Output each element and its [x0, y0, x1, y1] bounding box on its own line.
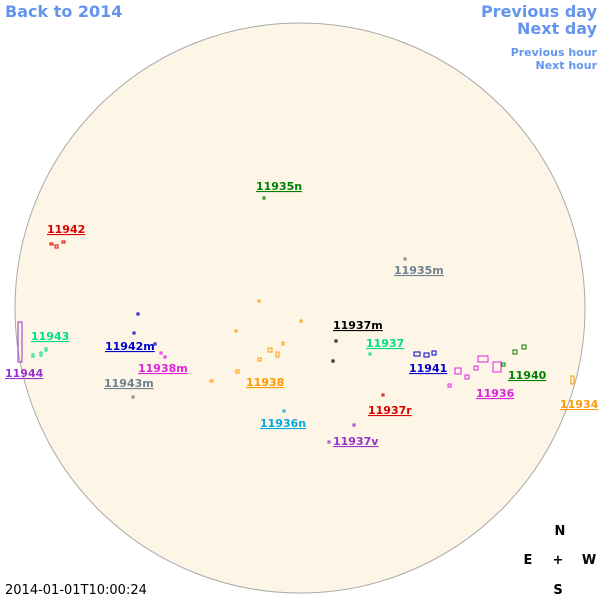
region-feature [275, 351, 280, 358]
region-feature [299, 319, 303, 323]
region-feature [163, 355, 167, 359]
region-feature [431, 350, 437, 356]
region-label[interactable]: 11943m [104, 377, 154, 390]
region-feature [235, 369, 240, 374]
region-feature [54, 244, 59, 249]
region-feature [39, 351, 43, 357]
region-feature [267, 347, 273, 353]
compass-center: + [553, 553, 564, 568]
region-feature [521, 344, 527, 350]
region-feature [447, 383, 452, 388]
region-label[interactable]: 11936n [260, 417, 306, 430]
region-feature [368, 352, 372, 356]
region-label[interactable]: 11942m [105, 340, 155, 353]
region-label[interactable]: 11938m [138, 362, 188, 375]
next-day-link[interactable]: Next day [517, 19, 598, 38]
region-feature [413, 351, 421, 357]
region-feature [477, 355, 489, 363]
region-label[interactable]: 11935m [394, 264, 444, 277]
region-feature [327, 440, 331, 444]
region-label[interactable]: 11942 [47, 223, 85, 236]
region-label[interactable]: 11934 [560, 398, 599, 411]
region-feature [136, 312, 140, 316]
region-label[interactable]: 11943 [31, 330, 69, 343]
region-feature [17, 321, 23, 363]
region-feature [423, 352, 430, 358]
region-feature [159, 351, 163, 355]
region-label[interactable]: 11944 [5, 367, 44, 380]
region-label[interactable]: 11937r [368, 404, 412, 417]
region-label[interactable]: 11935n [256, 180, 302, 193]
region-feature [132, 331, 136, 335]
region-feature [49, 242, 54, 246]
region-feature [282, 409, 286, 413]
region-feature [257, 357, 262, 362]
region-feature [281, 341, 285, 346]
region-feature [131, 395, 135, 399]
region-feature [262, 196, 266, 200]
region-feature [501, 362, 506, 367]
region-label[interactable]: 11941 [409, 362, 447, 375]
previous-hour-link[interactable]: Previous hour [511, 46, 598, 59]
region-feature [403, 257, 407, 261]
region-label[interactable]: 11940 [508, 369, 547, 382]
region-feature [492, 361, 502, 373]
region-feature [31, 353, 35, 358]
solar-disk [14, 22, 586, 594]
region-label[interactable]: 11937v [333, 435, 379, 448]
region-feature [454, 367, 462, 375]
region-feature [464, 374, 470, 380]
region-label[interactable]: 11937m [333, 319, 383, 332]
region-feature [473, 365, 479, 371]
region-feature [44, 347, 48, 352]
back-link[interactable]: Back to 2014 [5, 2, 122, 21]
region-feature [209, 379, 214, 383]
next-hour-link[interactable]: Next hour [536, 59, 598, 72]
previous-day-link[interactable]: Previous day [481, 2, 598, 21]
region-feature [257, 299, 261, 303]
region-feature [331, 359, 335, 363]
compass-west: W [582, 553, 596, 568]
region-feature [381, 393, 385, 397]
compass-east: E [524, 553, 533, 568]
region-feature [570, 375, 575, 385]
region-feature [234, 329, 238, 333]
region-feature [334, 339, 338, 343]
region-feature [61, 240, 66, 244]
region-feature [153, 342, 157, 346]
region-feature [352, 423, 356, 427]
region-feature [512, 349, 518, 355]
region-label[interactable]: 11936 [476, 387, 515, 400]
region-label[interactable]: 11937 [366, 337, 404, 350]
timestamp: 2014-01-01T10:00:24 [5, 583, 147, 598]
compass-north: N [555, 524, 566, 539]
region-label[interactable]: 11938 [246, 376, 284, 389]
compass-south: S [553, 583, 562, 598]
